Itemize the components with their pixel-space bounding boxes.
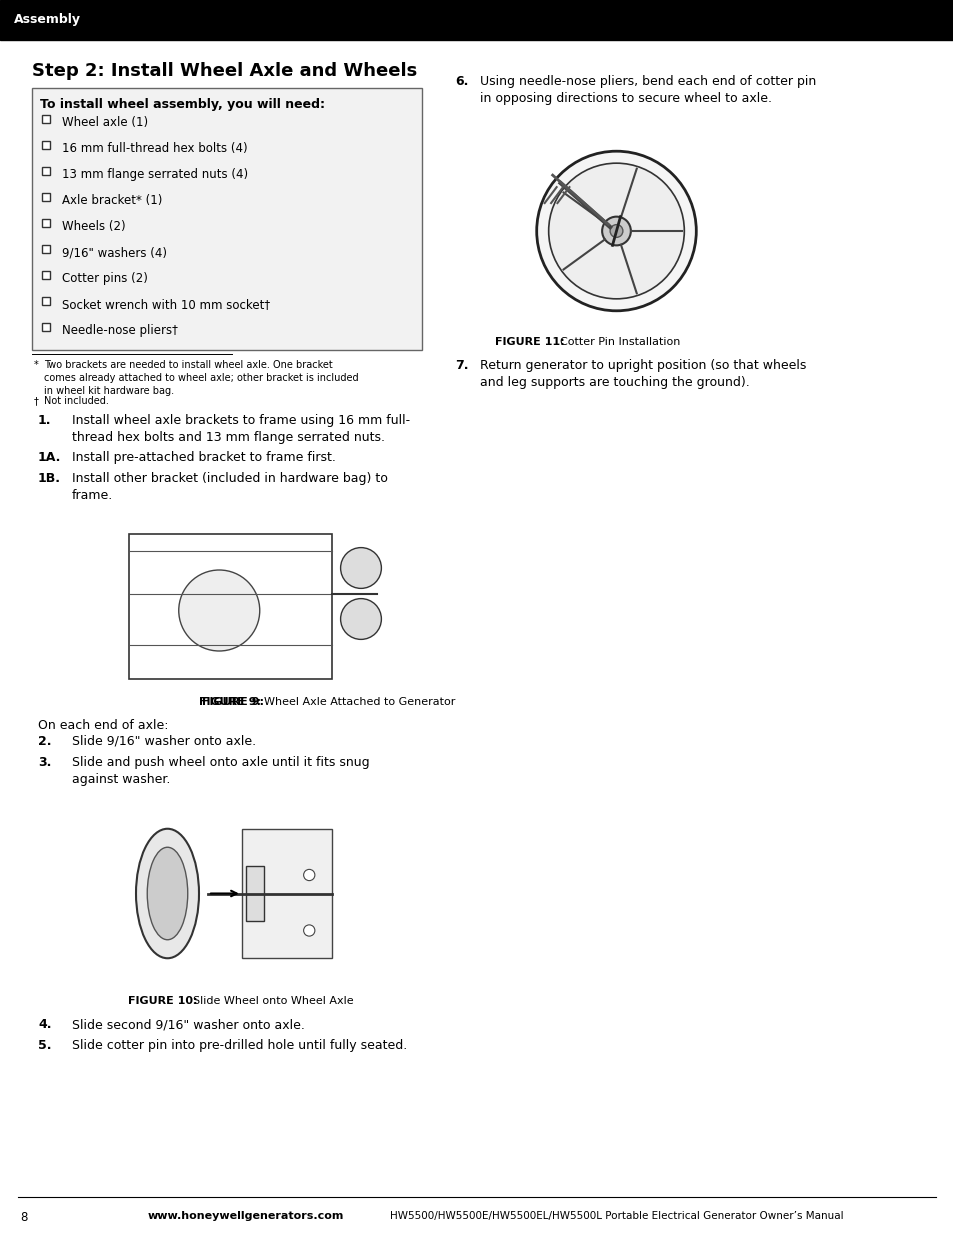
Bar: [42, 193, 50, 201]
Text: Slide second 9/16" washer onto axle.: Slide second 9/16" washer onto axle.: [71, 1018, 305, 1031]
Circle shape: [178, 571, 259, 651]
Bar: [42, 245, 50, 253]
Text: †: †: [34, 396, 39, 406]
Text: Two brackets are needed to install wheel axle. One bracket
comes already attache: Two brackets are needed to install wheel…: [44, 359, 358, 395]
Text: Wheel axle (1): Wheel axle (1): [62, 116, 148, 128]
Text: Using needle-nose pliers, bend each end of cotter pin
in opposing directions to : Using needle-nose pliers, bend each end …: [479, 75, 816, 105]
Text: *: *: [34, 359, 39, 370]
Text: FIGURE 9:: FIGURE 9:: [199, 697, 261, 706]
Text: 13 mm flange serrated nuts (4): 13 mm flange serrated nuts (4): [62, 168, 248, 182]
Circle shape: [548, 163, 683, 299]
Circle shape: [601, 216, 630, 246]
Text: 4.: 4.: [38, 1018, 51, 1031]
Text: Slide 9/16" washer onto axle.: Slide 9/16" washer onto axle.: [71, 735, 255, 748]
Bar: [0, 0, 953, 40]
Text: 6.: 6.: [455, 75, 468, 88]
Circle shape: [340, 599, 381, 640]
Text: HW5500/HW5500E/HW5500EL/HW5500L Portable Electrical Generator Owner’s Manual: HW5500/HW5500E/HW5500EL/HW5500L Portable…: [390, 1212, 842, 1221]
Text: Install other bracket (included in hardware bag) to
frame.: Install other bracket (included in hardw…: [71, 472, 388, 501]
Text: www.honeywellgenerators.com: www.honeywellgenerators.com: [148, 1212, 344, 1221]
Bar: [241, 829, 332, 958]
Bar: [42, 296, 50, 305]
Circle shape: [303, 925, 314, 936]
Text: Install pre-attached bracket to frame first.: Install pre-attached bracket to frame fi…: [71, 451, 335, 464]
Text: 2.: 2.: [38, 735, 51, 748]
Ellipse shape: [147, 847, 188, 940]
Bar: [32, 88, 421, 350]
Text: Slide cotter pin into pre-drilled hole until fully seated.: Slide cotter pin into pre-drilled hole u…: [71, 1039, 407, 1052]
Text: Wheel Axle Attached to Generator: Wheel Axle Attached to Generator: [257, 697, 456, 706]
Bar: [246, 866, 264, 921]
Text: Cotter Pin Installation: Cotter Pin Installation: [553, 337, 679, 347]
Circle shape: [610, 225, 622, 237]
Circle shape: [303, 869, 314, 881]
Text: 16 mm full-thread hex bolts (4): 16 mm full-thread hex bolts (4): [62, 142, 248, 156]
Text: Assembly: Assembly: [14, 14, 81, 26]
Text: Slide Wheel onto Wheel Axle: Slide Wheel onto Wheel Axle: [186, 995, 354, 1007]
Bar: [42, 219, 50, 227]
Text: 5.: 5.: [38, 1039, 51, 1052]
Text: Socket wrench with 10 mm socket†: Socket wrench with 10 mm socket†: [62, 298, 270, 311]
Text: To install wheel assembly, you will need:: To install wheel assembly, you will need…: [40, 98, 325, 111]
Text: FIGURE 9:: FIGURE 9:: [202, 697, 264, 706]
Text: FIGURE 11:: FIGURE 11:: [495, 337, 564, 347]
Text: Axle bracket* (1): Axle bracket* (1): [62, 194, 162, 207]
Text: On each end of axle:: On each end of axle:: [38, 719, 169, 732]
Text: Needle-nose pliers†: Needle-nose pliers†: [62, 324, 177, 337]
Bar: [129, 534, 332, 678]
Text: FIGURE 9:  Wheel Axle Attached to Generator: FIGURE 9: Wheel Axle Attached to Generat…: [104, 697, 357, 706]
Bar: [42, 270, 50, 279]
Text: Cotter pins (2): Cotter pins (2): [62, 272, 148, 285]
Text: Wheels (2): Wheels (2): [62, 220, 126, 233]
Text: 8: 8: [20, 1212, 28, 1224]
Text: 1A.: 1A.: [38, 451, 61, 464]
Text: Not included.: Not included.: [44, 396, 109, 406]
Text: 7.: 7.: [455, 359, 468, 372]
Text: Step 2: Install Wheel Axle and Wheels: Step 2: Install Wheel Axle and Wheels: [32, 62, 416, 80]
Text: 3.: 3.: [38, 756, 51, 769]
Bar: [42, 324, 50, 331]
Ellipse shape: [136, 829, 199, 958]
Text: 1B.: 1B.: [38, 472, 61, 485]
Circle shape: [537, 151, 696, 311]
Text: 9/16" washers (4): 9/16" washers (4): [62, 246, 167, 259]
Text: Install wheel axle brackets to frame using 16 mm full-
thread hex bolts and 13 m: Install wheel axle brackets to frame usi…: [71, 414, 410, 445]
Text: FIGURE 10:: FIGURE 10:: [128, 995, 197, 1007]
Bar: [42, 167, 50, 175]
Bar: [42, 141, 50, 149]
Circle shape: [340, 547, 381, 588]
Text: Slide and push wheel onto axle until it fits snug
against washer.: Slide and push wheel onto axle until it …: [71, 756, 369, 785]
Text: 1.: 1.: [38, 414, 51, 427]
Bar: [42, 115, 50, 124]
Text: Return generator to upright position (so that wheels
and leg supports are touchi: Return generator to upright position (so…: [479, 359, 805, 389]
